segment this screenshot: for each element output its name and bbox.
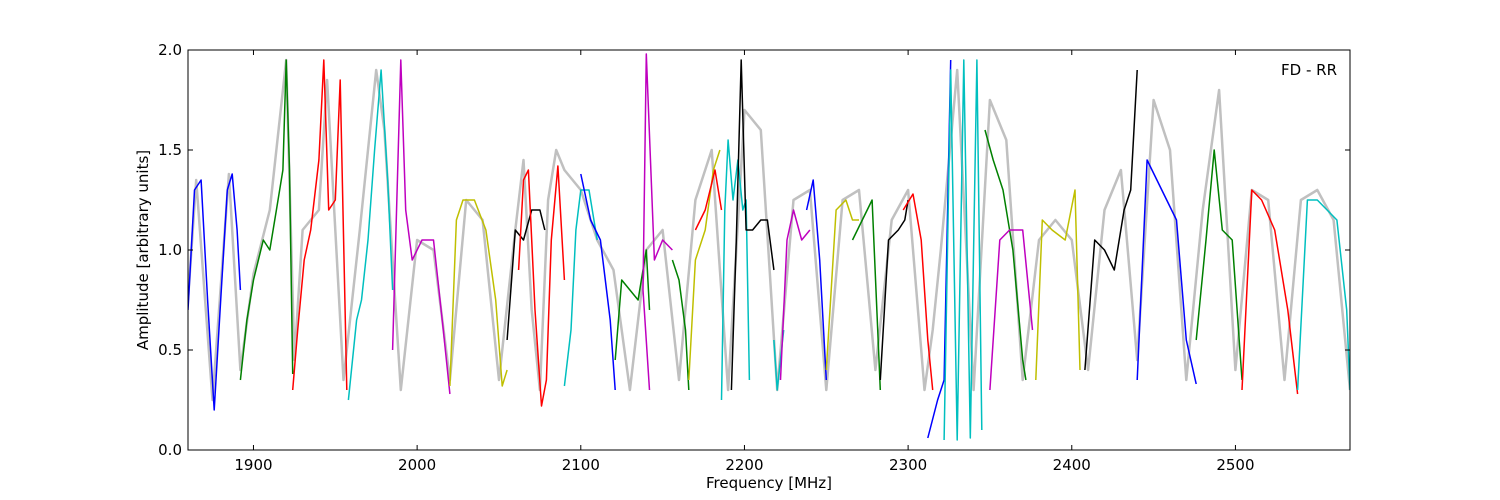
series-line-12: [642, 53, 673, 391]
x-tick-label: 2000: [398, 456, 436, 474]
series-line-2: [239, 59, 294, 381]
series-line-10: [580, 173, 616, 391]
x-tick-label: 1900: [234, 456, 272, 474]
series-line-3: [291, 59, 348, 391]
series-line-19: [779, 209, 811, 381]
y-tick-label: 0.0: [158, 441, 182, 459]
y-ticks: 0.0 0.5 1.0 1.5 2.0: [158, 41, 1350, 459]
x-axis-label: Frequency [MHz]: [706, 474, 832, 492]
y-tick-label: 0.5: [158, 341, 182, 359]
series-layer: [188, 53, 1350, 441]
series-line-20: [805, 179, 828, 381]
series-line-24: [902, 193, 934, 391]
y-axis-label: Amplitude [arbitrary units]: [134, 150, 152, 350]
series-line-8: [517, 165, 566, 407]
x-tick-label: 2500: [1216, 456, 1254, 474]
series-line-30: [1084, 69, 1138, 371]
series-line-29: [1035, 189, 1081, 381]
series-line-32: [1195, 149, 1243, 381]
series-line-5: [391, 59, 451, 395]
x-ticks: 1900 2000 2100 2200 2300 2400 2500: [234, 50, 1255, 474]
x-tick-label: 2300: [889, 456, 927, 474]
series-line-22: [851, 199, 882, 391]
series-line-4: [347, 69, 394, 401]
series-line-15: [694, 169, 723, 231]
series-line-11: [614, 249, 651, 361]
series-line-17: [730, 59, 775, 391]
series-line-14: [688, 149, 721, 381]
series-line-21: [825, 199, 859, 371]
series-line-34: [1296, 199, 1350, 391]
chart-annotation: FD - RR: [1281, 61, 1337, 79]
series-line-13: [671, 259, 690, 391]
y-tick-label: 1.0: [158, 241, 182, 259]
series-line-26: [943, 59, 983, 441]
series-line-28: [989, 229, 1034, 391]
x-tick-label: 2400: [1053, 456, 1091, 474]
x-tick-label: 2200: [725, 456, 763, 474]
x-tick-label: 2100: [562, 456, 600, 474]
y-tick-label: 1.5: [158, 141, 182, 159]
series-line-6: [449, 199, 508, 387]
envelope-line: [188, 58, 1350, 402]
series-line-23: [879, 199, 909, 381]
y-tick-label: 2.0: [158, 41, 182, 59]
series-line-33: [1241, 189, 1299, 395]
series-line-1: [188, 173, 242, 411]
series-line-31: [1136, 159, 1197, 385]
series-line-27: [984, 129, 1027, 381]
series-line-7: [506, 209, 546, 341]
series-line-9: [563, 189, 598, 387]
